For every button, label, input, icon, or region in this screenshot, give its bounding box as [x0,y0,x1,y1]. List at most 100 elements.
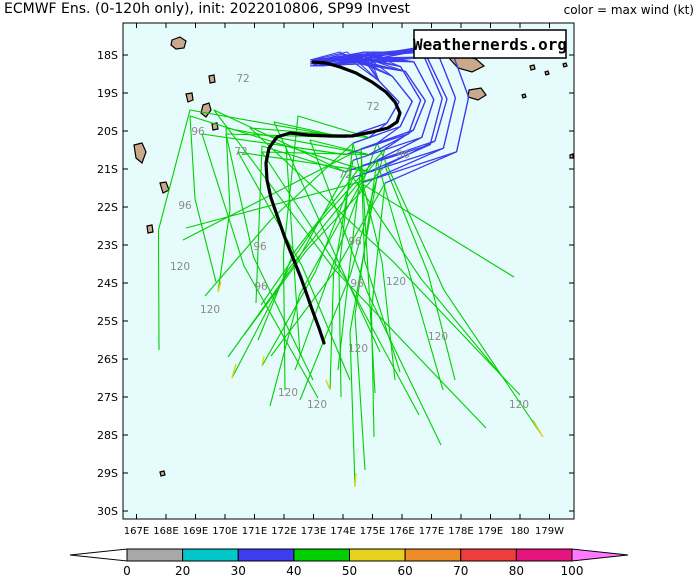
island [562,62,568,68]
lon-label: 175E [360,526,385,537]
lon-label: 172E [271,526,296,537]
ensemble-track [261,177,354,367]
ensemble-track [309,139,442,446]
colorbar-above-triangle [571,548,629,562]
island [159,470,166,477]
lon-label: 173E [301,526,326,537]
map-frame [122,22,575,520]
ensemble-track [270,182,386,357]
ensemble-track [257,165,362,341]
map-title: ECMWF Ens. (0-120h only), init: 20220108… [4,1,410,17]
hour-label: 72 [338,169,351,181]
ensemble-track [213,109,487,429]
track-tail [532,419,544,438]
hour-label: 96 [191,126,205,138]
lat-label: 30S [97,505,118,518]
island [529,64,536,71]
lon-label: 176E [389,526,414,537]
hour-label: 96 [396,149,410,161]
ensemble-track [309,54,435,161]
ensemble-track [189,115,370,283]
ensemble-track [321,46,456,178]
lat-label: 21S [97,163,118,176]
lat-label: 20S [97,125,118,138]
ensemble-track [360,148,376,394]
lon-label: 171E [242,526,267,537]
ensemble-track [349,177,378,488]
colorbar-tick-label: 20 [175,564,190,578]
ensemble-track [249,127,521,396]
ensemble-track [237,151,370,381]
ensemble-tracks [157,42,544,488]
colorbar-tick-label: 100 [561,564,584,578]
lon-label: 170E [212,526,237,537]
colorbar-bin [404,548,462,562]
lon-label: 169E [183,526,208,537]
ensemble-track [182,148,362,241]
colorbar-tick-label: 60 [397,564,412,578]
ensemble-track [370,183,386,438]
track-tail [354,472,357,488]
ensemble-track [360,182,515,278]
track-tail [325,379,331,391]
hour-label: 120 [509,399,529,411]
colorbar-tick-label: 70 [453,564,468,578]
colorbar-bin [515,548,573,562]
ensemble-track [255,145,346,304]
ensemble-track [204,142,354,297]
hour-label: 120 [428,331,448,343]
ensemble-track [338,143,354,398]
colorbar-bin [460,548,517,562]
color-legend-note: color = max wind (kt) [563,3,694,17]
watermark-box: Weathernerds.org [413,29,567,59]
ensemble-track [321,57,422,156]
hour-label: 72 [366,101,379,113]
lon-label: 179E [478,526,503,537]
ensemble-track [354,160,378,471]
ensemble-track [315,56,413,144]
hour-label: 96 [254,281,268,293]
hour-label: 120 [348,343,368,355]
ensemble-track [376,160,444,391]
colorbar-bin [237,548,295,562]
lat-label: 26S [97,353,118,366]
colorbar-tick-label: 80 [509,564,524,578]
ensemble-mean-track [264,60,402,345]
ensemble-track [376,142,544,438]
island [208,74,216,84]
colorbar-bin [126,548,184,562]
ensemble-track [384,165,456,381]
lat-label: 24S [97,277,118,290]
ensemble-track [273,121,381,353]
ensemble-track [285,145,346,356]
lat-label: 23S [97,239,118,252]
island [146,224,154,234]
watermark-text: Weathernerds.org [413,35,567,54]
colorbar-below-triangle [69,548,128,562]
lon-label: 174E [330,526,355,537]
lat-label: 22S [97,201,118,214]
lon-label: 179W [535,526,564,537]
lat-label: 25S [97,315,118,328]
lat-label: 19S [97,87,118,100]
ensemble-track [217,127,370,293]
ensemble-track [227,160,354,358]
lon-label: 168E [153,526,178,537]
hour-label: 96 [178,200,192,212]
hour-label: 120 [170,261,190,273]
hour-label: 96 [253,241,267,253]
forecast-hour-labels: 72 96 72 96 72 96 72 96 120 96 96 96 120 120 120 120 120… [170,73,529,411]
lat-label: 18S [97,49,118,62]
lon-label: 178E [448,526,473,537]
island [521,93,527,99]
colorbar-tick-label: 30 [231,564,246,578]
colorbar-tick-label: 40 [286,564,301,578]
island [544,70,550,76]
colorbar-bin [349,548,406,562]
hour-label: 96 [350,278,364,290]
hour-label: 120 [278,387,298,399]
island [569,153,574,159]
colorbar-bin [182,548,239,562]
ensemble-track [261,151,420,416]
ensemble-track [318,61,426,150]
